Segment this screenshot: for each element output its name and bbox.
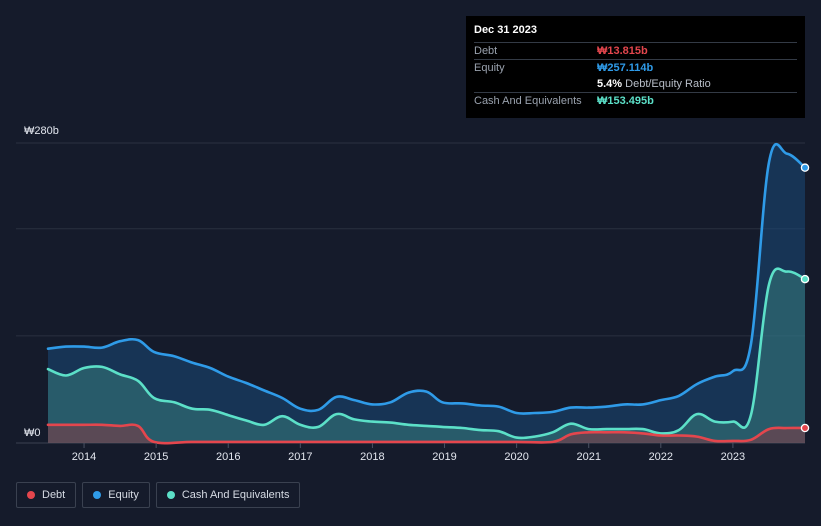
series-areas [48,144,805,444]
x-tick-label: 2015 [144,451,168,463]
equity-endpoint[interactable] [800,163,810,172]
tooltip-cash-label: Cash And Equivalents [474,95,582,107]
tooltip-equity-label: Equity [474,62,505,74]
tooltip-date: Dec 31 2023 [474,24,537,36]
equity-line [46,143,807,415]
equity-area [48,144,805,444]
tooltip-cash-value: ₩153.495b [597,95,654,107]
tooltip-row-ratio: 5.4% Debt/Equity Ratio [474,76,797,92]
x-tick-label: 2020 [504,451,528,463]
y-axis: ₩280b ₩0 [24,125,59,439]
tooltip-row-cash: Cash And Equivalents ₩153.495b [474,92,797,109]
legend-item-equity[interactable]: Equity [82,482,150,508]
legend-label-equity: Equity [108,489,139,501]
tooltip-row-equity: Equity ₩257.114b [474,59,797,76]
tooltip-ratio-value: 5.4% [597,78,623,90]
legend: Debt Equity Cash And Equivalents [16,482,301,508]
x-tick-label: 2022 [649,451,673,463]
tooltip-equity-value: ₩257.114b [597,62,654,74]
tooltip-debt-label: Debt [474,45,498,57]
x-tick-label: 2023 [721,451,745,463]
debt-endpoint[interactable] [800,423,810,433]
tooltip-debt-value: ₩13.815b [597,45,648,57]
x-tick-label: 2021 [576,451,600,463]
x-tick-label: 2016 [216,451,240,463]
equity-dot-icon [93,491,102,499]
legend-label-cash: Cash And Equivalents [181,489,290,501]
y-tick-label: ₩280b [24,125,59,137]
y-tick-label: ₩0 [24,427,41,439]
x-axis: 2014 2015 2016 2017 2018 2019 2020 2021 2022 2023 [72,443,745,463]
debt-dot-icon [27,491,35,499]
cash-and-equivalents-line [46,267,807,440]
cash-and-equivalents-endpoint[interactable] [800,274,810,284]
tooltip-ratio-label: Debt/Equity Ratio [625,78,711,90]
x-tick-label: 2017 [288,451,312,463]
tooltip-row-debt: Debt ₩13.815b [474,42,797,59]
x-tick-label: 2019 [432,451,456,463]
debt-line [46,423,807,445]
debt-area [48,424,805,444]
legend-item-cash[interactable]: Cash And Equivalents [155,482,301,508]
x-tick-label: 2014 [72,451,96,463]
legend-item-debt[interactable]: Debt [16,482,77,508]
x-tick-label: 2018 [360,451,384,463]
series-endpoints [800,163,810,433]
tooltip-panel: Dec 31 2023 Debt ₩13.815b Equity ₩257.11… [466,16,805,118]
series-lines [46,143,807,445]
cash-dot-icon [166,491,175,499]
legend-label-debt: Debt [42,489,66,501]
